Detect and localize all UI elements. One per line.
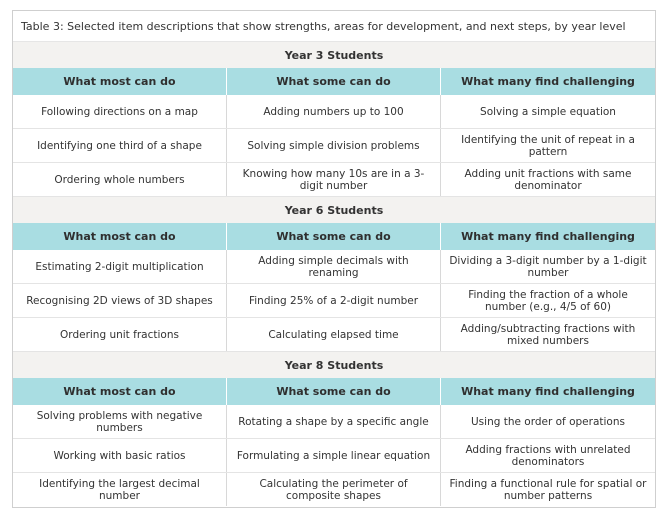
- table-cell: Identifying the largest decimal number: [13, 473, 227, 506]
- table-row: Identifying one third of a shape Solving…: [13, 129, 655, 163]
- table-cell: Formulating a simple linear equation: [227, 439, 441, 472]
- table-row: Recognising 2D views of 3D shapes Findin…: [13, 284, 655, 318]
- table-row: Following directions on a map Adding num…: [13, 95, 655, 129]
- column-header-row: What most can do What some can do What m…: [13, 378, 655, 405]
- table-cell: Solving simple division problems: [227, 129, 441, 162]
- column-header: What some can do: [227, 378, 441, 405]
- section-year-3: Year 3 Students What most can do What so…: [13, 42, 655, 197]
- table-cell: Solving a simple equation: [480, 105, 616, 118]
- table-cell: Knowing how many 10s are in a 3-digit nu…: [227, 163, 441, 196]
- column-header: What most can do: [13, 378, 227, 405]
- table-row: Working with basic ratios Formulating a …: [13, 439, 655, 473]
- column-header-row: What most can do What some can do What m…: [13, 223, 655, 250]
- column-header-row: What most can do What some can do What m…: [13, 68, 655, 95]
- table-row: Identifying the largest decimal number C…: [13, 473, 655, 506]
- column-header: What most can do: [13, 223, 227, 250]
- table-cell: Identifying one third of a shape: [13, 129, 227, 162]
- table-cell: Adding fractions with unrelated denomina…: [465, 443, 631, 468]
- table-cell: Adding simple decimals with renaming: [227, 250, 441, 283]
- column-header: What many find challenging: [461, 74, 635, 88]
- section-title: Year 6 Students: [13, 197, 655, 223]
- table-row: Ordering whole numbers Knowing how many …: [13, 163, 655, 197]
- table-row: Solving problems with negative numbers R…: [13, 405, 655, 439]
- column-header: What many find challenging: [461, 229, 635, 243]
- table-cell: Ordering unit fractions: [13, 318, 227, 351]
- section-year-6: Year 6 Students What most can do What so…: [13, 197, 655, 352]
- table-row: Ordering unit fractions Calculating elap…: [13, 318, 655, 352]
- table-cell: Calculating elapsed time: [227, 318, 441, 351]
- table-cell: Calculating the perimeter of composite s…: [227, 473, 441, 506]
- table-cell: Following directions on a map: [13, 95, 227, 128]
- table-cell: Adding unit fractions with same denomina…: [464, 167, 632, 192]
- table-cell: Estimating 2-digit multiplication: [13, 250, 227, 283]
- column-header: What some can do: [227, 68, 441, 95]
- table-cell: Finding 25% of a 2-digit number: [227, 284, 441, 317]
- table-cell: Identifying the unit of repeat in a patt…: [461, 133, 635, 158]
- table-cell: Rotating a shape by a specific angle: [227, 405, 441, 438]
- data-table: Table 3: Selected item descriptions that…: [12, 10, 656, 508]
- table-cell: Adding numbers up to 100: [227, 95, 441, 128]
- table-cell: Working with basic ratios: [13, 439, 227, 472]
- table-cell: Dividing a 3-digit number by a 1-digit n…: [449, 254, 647, 279]
- table-cell: Recognising 2D views of 3D shapes: [13, 284, 227, 317]
- section-year-8: Year 8 Students What most can do What so…: [13, 352, 655, 506]
- section-title: Year 8 Students: [13, 352, 655, 378]
- section-title: Year 3 Students: [13, 42, 655, 68]
- column-header: What some can do: [227, 223, 441, 250]
- table-cell: Finding the fraction of a whole number (…: [468, 288, 628, 313]
- column-header: What most can do: [13, 68, 227, 95]
- column-header: What many find challenging: [461, 384, 635, 398]
- table-cell: Solving problems with negative numbers: [13, 405, 227, 438]
- table-caption: Table 3: Selected item descriptions that…: [13, 11, 655, 42]
- table-row: Estimating 2-digit multiplication Adding…: [13, 250, 655, 284]
- table-cell: Using the order of operations: [471, 415, 625, 428]
- table-cell: Adding/subtracting fractions with mixed …: [460, 322, 636, 347]
- table-cell: Finding a functional rule for spatial or…: [449, 477, 647, 502]
- table-cell: Ordering whole numbers: [13, 163, 227, 196]
